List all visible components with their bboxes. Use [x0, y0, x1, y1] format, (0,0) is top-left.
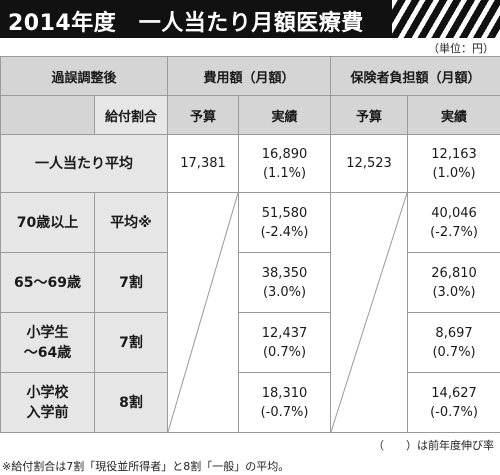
cost-actual-value: 51,580 [261, 205, 308, 221]
footnote: ※給付割合は7割「現役並所得者」と8割「一般」の平均。 [2, 460, 290, 473]
row-label: 小学生 〜64歳 [0, 312, 95, 373]
cost-actual: 12,437 (0.7%) [238, 312, 332, 373]
burden-actual: 26,810 (3.0%) [407, 252, 500, 313]
header-ratio: 給付割合 [93, 95, 169, 135]
cost-table: 過誤調整後 費用額（月額） 保険者負担額（月額） 給付割合 予算 実績 予算 実… [0, 56, 500, 433]
row-ratio: 8割 [93, 372, 169, 433]
row-ratio: 平均※ [93, 192, 169, 253]
row-label-overall: 一人当たり平均 [0, 134, 169, 193]
burden-actual: 40,046 (-2.7%) [407, 192, 500, 253]
cost-actual-change: (-0.7%) [260, 404, 309, 420]
cost-budget-na-cell [167, 192, 240, 433]
burden-actual-change: (-2.7%) [430, 224, 478, 240]
header-cost-actual: 実績 [238, 95, 332, 135]
burden-actual: 14,627 (-0.7%) [407, 372, 500, 433]
cost-actual: 51,580 (-2.4%) [238, 192, 332, 253]
header-burden-group: 保険者負担額（月額） [330, 56, 500, 96]
burden-budget-na-cell [330, 192, 409, 433]
cost-actual-change: (3.0%) [262, 284, 307, 300]
table-row: 65〜69歳 7割 38,350 (3.0%) 26,810 (3.0%) [0, 252, 500, 313]
cost-actual-change: (0.7%) [262, 344, 307, 360]
header-cost-group: 費用額（月額） [167, 56, 332, 96]
burden-actual-change: (-0.7%) [430, 404, 478, 420]
cost-actual-value: 38,350 [261, 265, 308, 281]
legend-note: （ ）は前年度伸び率 [373, 439, 494, 452]
burden-actual-change: (0.7%) [432, 344, 476, 360]
table-row: 小学校 入学前 8割 18,310 (-0.7%) 14,627 (-0.7%) [0, 372, 500, 433]
burden-actual-change: (3.0%) [432, 284, 476, 300]
cost-actual-value: 18,310 [261, 385, 308, 401]
cost-actual: 38,350 (3.0%) [238, 252, 332, 313]
row-ratio: 7割 [93, 312, 169, 373]
cost-actual-value: 12,437 [261, 325, 308, 341]
corner-blank [0, 95, 95, 135]
overall-burden-actual: 12,163 (1.0%) [407, 134, 500, 193]
diagonal-line-icon [168, 193, 238, 432]
burden-actual: 8,697 (0.7%) [407, 312, 500, 373]
table-row: 小学生 〜64歳 7割 12,437 (0.7%) 8,697 (0.7%) [0, 312, 500, 373]
page-title: 2014年度 一人当たり月額医療費 [8, 11, 364, 36]
row-label-line2: 〜64歳 [23, 344, 72, 361]
diagonal-line-icon [331, 193, 407, 432]
row-label: 65〜69歳 [0, 252, 95, 313]
overall-cost-actual: 16,890 (1.1%) [238, 134, 332, 193]
row-label-line1: 65〜69歳 [14, 274, 81, 291]
overall-burden-budget: 12,523 [330, 134, 409, 193]
cost-actual-change: (-2.4%) [260, 224, 309, 240]
row-label-line2: 入学前 [26, 404, 69, 421]
row-label-line1: 70歳以上 [16, 214, 79, 231]
row-label-line1: 小学校 [26, 384, 69, 401]
table-row: 70歳以上 平均※ 51,580 (-2.4%) 40,046 (-2.7%) [0, 192, 500, 433]
header-cost-budget: 予算 [167, 95, 240, 135]
row-label: 小学校 入学前 [0, 372, 95, 433]
burden-actual-value: 14,627 [431, 385, 477, 401]
corner-header: 過誤調整後 [0, 56, 169, 96]
row-label: 70歳以上 [0, 192, 95, 253]
title-bar: 2014年度 一人当たり月額医療費 [0, 0, 500, 38]
title-stripe-decoration [392, 0, 500, 38]
unit-label: （単位：円） [428, 42, 494, 55]
overall-burden-actual-change: (1.0%) [432, 165, 476, 181]
overall-burden-actual-value: 12,163 [431, 146, 477, 162]
row-ratio: 7割 [93, 252, 169, 313]
overall-cost-actual-change: (1.1%) [262, 165, 307, 181]
row-label-line1: 小学生 [26, 324, 69, 341]
header-burden-actual: 実績 [407, 95, 500, 135]
burden-actual-value: 40,046 [431, 205, 477, 221]
burden-actual-value: 8,697 [435, 325, 473, 341]
header-burden-budget: 予算 [330, 95, 409, 135]
overall-cost-actual-value: 16,890 [261, 146, 308, 162]
table-row-overall: 一人当たり平均 17,381 16,890 (1.1%) 12,523 12,1… [0, 134, 500, 193]
title-background: 2014年度 一人当たり月額医療費 [0, 0, 392, 38]
burden-actual-value: 26,810 [431, 265, 477, 281]
cost-actual: 18,310 (-0.7%) [238, 372, 332, 433]
overall-cost-budget: 17,381 [167, 134, 240, 193]
